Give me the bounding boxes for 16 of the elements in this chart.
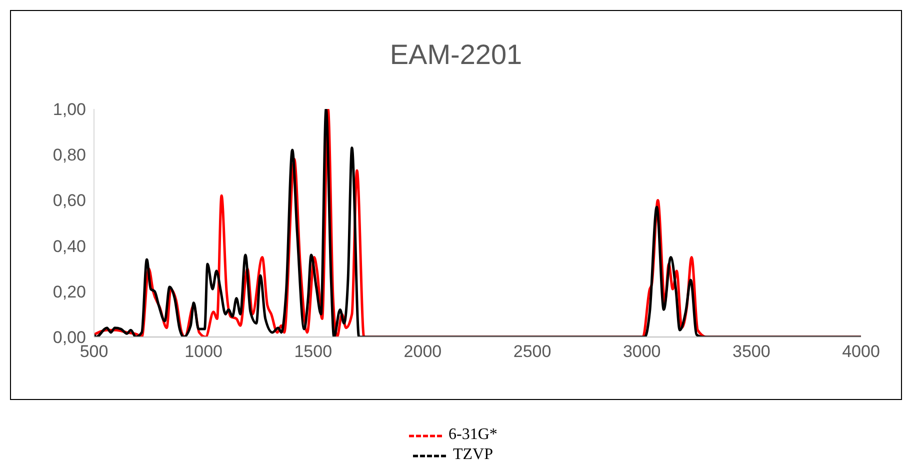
y-tick-label: 0,80 <box>52 146 86 165</box>
x-tick-label: 1000 <box>184 342 222 362</box>
x-tick-label: 2500 <box>513 342 552 362</box>
x-tick-label: 2000 <box>404 342 442 362</box>
x-tick-label: 3000 <box>622 342 661 362</box>
x-tick-label: 4000 <box>842 342 880 362</box>
x-tick-label: 3500 <box>732 342 770 362</box>
legend-label: TZVP <box>453 446 493 464</box>
y-tick-label: 0,60 <box>52 191 86 210</box>
y-tick-label: 1,00 <box>52 100 86 120</box>
legend-label: 6-31G* <box>448 426 498 444</box>
y-tick-label: 0,40 <box>52 236 86 256</box>
chart-title: EAM-2201 <box>388 39 524 71</box>
y-tick-label: 0,20 <box>52 282 86 302</box>
x-tick-label: 1500 <box>294 342 332 362</box>
x-tick-label: 500 <box>80 342 108 362</box>
